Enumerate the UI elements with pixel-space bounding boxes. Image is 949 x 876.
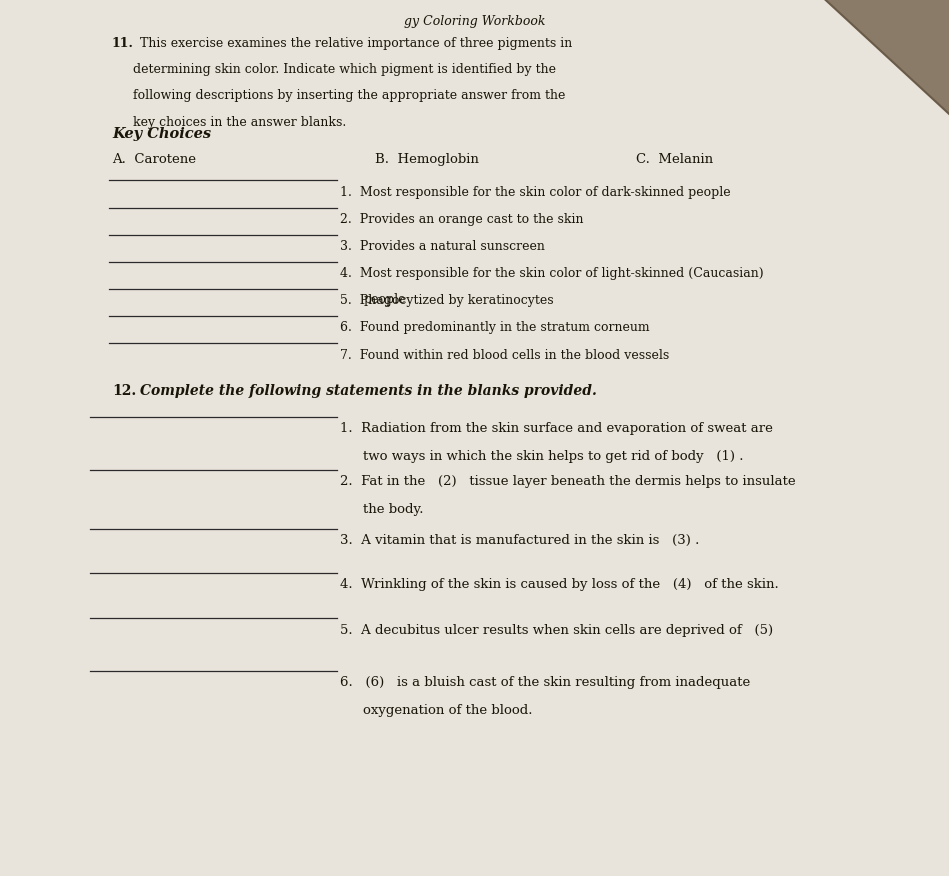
Text: 2.  Fat in the   (2)   tissue layer beneath the dermis helps to insulate: 2. Fat in the (2) tissue layer beneath t… (340, 475, 795, 488)
Text: 1.  Most responsible for the skin color of dark-skinned people: 1. Most responsible for the skin color o… (340, 186, 731, 199)
Text: following descriptions by inserting the appropriate answer from the: following descriptions by inserting the … (133, 89, 566, 102)
Text: oxygenation of the blood.: oxygenation of the blood. (363, 704, 533, 717)
Text: 6.  Found predominantly in the stratum corneum: 6. Found predominantly in the stratum co… (340, 321, 649, 335)
Text: 3.  Provides a natural sunscreen: 3. Provides a natural sunscreen (340, 240, 545, 253)
Text: 7.  Found within red blood cells in the blood vessels: 7. Found within red blood cells in the b… (340, 349, 669, 362)
Text: 11.: 11. (112, 37, 134, 50)
Text: B.  Hemoglobin: B. Hemoglobin (375, 153, 478, 166)
Text: determining skin color. Indicate which pigment is identified by the: determining skin color. Indicate which p… (133, 63, 556, 76)
Text: C.  Melanin: C. Melanin (636, 153, 713, 166)
Text: 12.: 12. (112, 384, 137, 398)
Text: two ways in which the skin helps to get rid of body   (1) .: two ways in which the skin helps to get … (363, 450, 744, 463)
Text: Key Choices: Key Choices (112, 127, 211, 141)
Text: This exercise examines the relative importance of three pigments in: This exercise examines the relative impo… (140, 37, 572, 50)
Text: 4.  Wrinkling of the skin is caused by loss of the   (4)   of the skin.: 4. Wrinkling of the skin is caused by lo… (340, 578, 778, 591)
Text: 6.   (6)   is a bluish cast of the skin resulting from inadequate: 6. (6) is a bluish cast of the skin resu… (340, 676, 750, 689)
Text: Complete the following statements in the blanks provided.: Complete the following statements in the… (140, 384, 597, 398)
Text: the body.: the body. (363, 503, 424, 516)
Text: 1.  Radiation from the skin surface and evaporation of sweat are: 1. Radiation from the skin surface and e… (340, 422, 772, 435)
Text: 5.  A decubitus ulcer results when skin cells are deprived of   (5): 5. A decubitus ulcer results when skin c… (340, 624, 772, 637)
Text: 2.  Provides an orange cast to the skin: 2. Provides an orange cast to the skin (340, 213, 584, 226)
Text: key choices in the answer blanks.: key choices in the answer blanks. (133, 116, 346, 129)
Text: A.  Carotene: A. Carotene (112, 153, 196, 166)
Text: 3.  A vitamin that is manufactured in the skin is   (3) .: 3. A vitamin that is manufactured in the… (340, 534, 699, 548)
Text: 4.  Most responsible for the skin color of light-skinned (Caucasian): 4. Most responsible for the skin color o… (340, 267, 763, 280)
Text: gy Coloring Workbook: gy Coloring Workbook (403, 15, 546, 28)
Polygon shape (826, 0, 949, 114)
Text: 5.  Phagocytized by keratinocytes: 5. Phagocytized by keratinocytes (340, 294, 553, 307)
Text: people: people (363, 293, 406, 307)
